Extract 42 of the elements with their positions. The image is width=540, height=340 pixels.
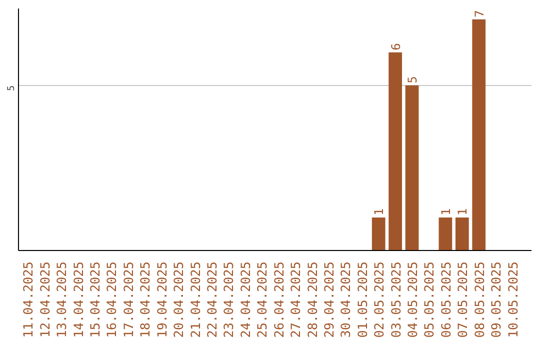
x-tick-label: 18.04.2025 <box>138 261 153 338</box>
x-tick-label: 28.04.2025 <box>304 261 320 338</box>
x-tick-label: 27.04.2025 <box>288 261 304 338</box>
data-label: 7 <box>472 10 486 18</box>
x-tick-label: 14.04.2025 <box>70 261 86 338</box>
x-tick-label: 01.05.2025 <box>354 261 370 338</box>
bar <box>405 85 419 250</box>
x-tick-label: 21.04.2025 <box>188 261 203 338</box>
x-tick-label: 30.04.2025 <box>338 261 354 338</box>
bar <box>388 52 402 250</box>
bar <box>472 19 486 250</box>
x-tick-label: 10.05.2025 <box>505 261 520 338</box>
data-label: 6 <box>388 43 403 50</box>
x-tick-label: 22.04.2025 <box>204 261 220 338</box>
x-tick-label: 11.04.2025 <box>20 261 36 338</box>
x-tick-label: 17.04.2025 <box>120 261 136 338</box>
data-label: 1 <box>372 208 386 216</box>
x-tick-label: 09.05.2025 <box>488 261 504 338</box>
x-tick-label: 24.04.2025 <box>238 261 253 338</box>
bar <box>372 217 386 250</box>
x-tick-label: 12.04.2025 <box>37 261 52 338</box>
x-tick-label: 13.04.2025 <box>54 261 70 338</box>
x-tick-label: 26.04.2025 <box>271 261 286 338</box>
x-tick-label: 23.04.2025 <box>221 261 236 338</box>
data-label: 1 <box>456 208 470 216</box>
data-label: 5 <box>406 76 420 84</box>
x-tick-label: 08.05.2025 <box>472 261 487 338</box>
x-tick-label: 25.04.2025 <box>254 261 270 338</box>
x-tick-label: 07.05.2025 <box>455 261 470 338</box>
x-tick-label: 29.04.2025 <box>321 261 336 338</box>
x-tick-label: 15.04.2025 <box>88 261 103 338</box>
x-tick-label: 03.05.2025 <box>388 261 404 338</box>
bar <box>455 217 469 250</box>
x-tick-label: 04.05.2025 <box>405 261 420 338</box>
x-tick-label: 19.04.2025 <box>154 261 170 338</box>
data-label: 1 <box>438 208 453 216</box>
x-tick-label: 06.05.2025 <box>438 261 454 338</box>
x-tick-label: 16.04.2025 <box>104 261 120 338</box>
x-tick-label: 02.05.2025 <box>372 261 387 338</box>
x-tick-label: 20.04.2025 <box>171 261 186 338</box>
bar <box>438 217 452 250</box>
x-tick-label: 05.05.2025 <box>422 261 437 338</box>
